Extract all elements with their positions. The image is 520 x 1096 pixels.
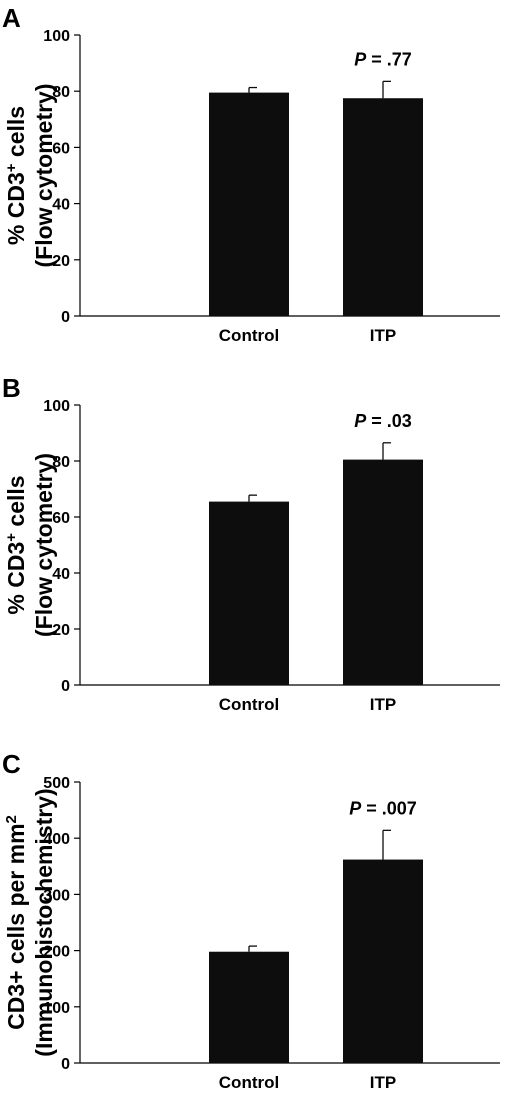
y-tick-label: 60 [52,510,70,527]
y-axis-label-tail: cells [3,106,29,164]
category-label: Control [219,326,279,345]
y-axis-label-superscript: 2 [3,815,20,823]
category-label: ITP [370,1073,396,1092]
panel-a: A 0 20 40 60 80 100 Control ITP P = .77 % CD3+ cel… [2,3,500,345]
y-axis-label-line1: CD3+ cells per mm2 [3,815,30,1030]
y-tick-label: 100 [43,398,70,415]
y-axis-label-line1: % CD3+ cells [3,106,30,245]
y-axis-label-main: CD3+ cells per mm [3,823,29,1029]
bar-itp [343,859,423,1063]
y-axis-label-line2: (Immunohistochemistry) [31,788,57,1056]
p-value-symbol: P [354,411,367,431]
p-value-annotation: P = .77 [354,49,412,69]
y-axis-label-main: % CD3 [3,542,29,615]
y-tick-label: 60 [52,140,70,157]
y-tick-label: 20 [52,622,70,639]
bar-control [209,501,289,685]
panel-letter: B [2,373,21,403]
panel-letter: C [2,749,21,779]
p-value-annotation: P = .007 [349,798,417,818]
y-tick-label: 20 [52,253,70,270]
y-axis-label-tail: cells [3,475,29,533]
bar-control [209,92,289,316]
y-tick-label: 0 [61,678,70,695]
p-value-text: = .03 [366,411,412,431]
y-axis-label-superscript: + [3,163,20,172]
category-label: Control [219,1073,279,1092]
y-axis-label-line1: % CD3+ cells [3,475,30,614]
panel-letter: A [2,3,21,33]
y-tick-label: 0 [61,1056,70,1073]
category-label: ITP [370,695,396,714]
bar-itp [343,459,423,685]
y-axis-label-line2: (Flow cytometry) [31,453,57,637]
y-axis-label-line2: (Flow cytometry) [31,83,57,267]
y-tick-label: 400 [43,831,70,848]
p-value-symbol: P [349,798,362,818]
p-value-annotation: P = .03 [354,411,412,431]
y-tick-label: 500 [43,775,70,792]
y-tick-label: 300 [43,887,70,904]
category-label: Control [219,695,279,714]
bar-control [209,951,289,1063]
panel-c: C 0 100 200 300 400 500 Control ITP P = .007 CD3+ … [2,749,500,1092]
y-tick-label: 200 [43,944,70,961]
p-value-text: = .007 [361,798,417,818]
y-tick-label: 0 [61,309,70,326]
y-tick-label: 80 [52,84,70,101]
y-axis-label-main: % CD3 [3,172,29,245]
p-value-symbol: P [354,49,367,69]
y-tick-label: 100 [43,28,70,45]
category-label: ITP [370,326,396,345]
panel-b: B 0 20 40 60 80 100 Control ITP P = .03 % CD3+ cel… [2,373,500,714]
y-axis-label-superscript: + [3,533,20,542]
p-value-text: = .77 [366,49,412,69]
bar-itp [343,98,423,316]
y-tick-label: 40 [52,566,70,583]
y-tick-label: 100 [43,1000,70,1017]
y-tick-label: 40 [52,197,70,214]
y-tick-label: 80 [52,454,70,471]
